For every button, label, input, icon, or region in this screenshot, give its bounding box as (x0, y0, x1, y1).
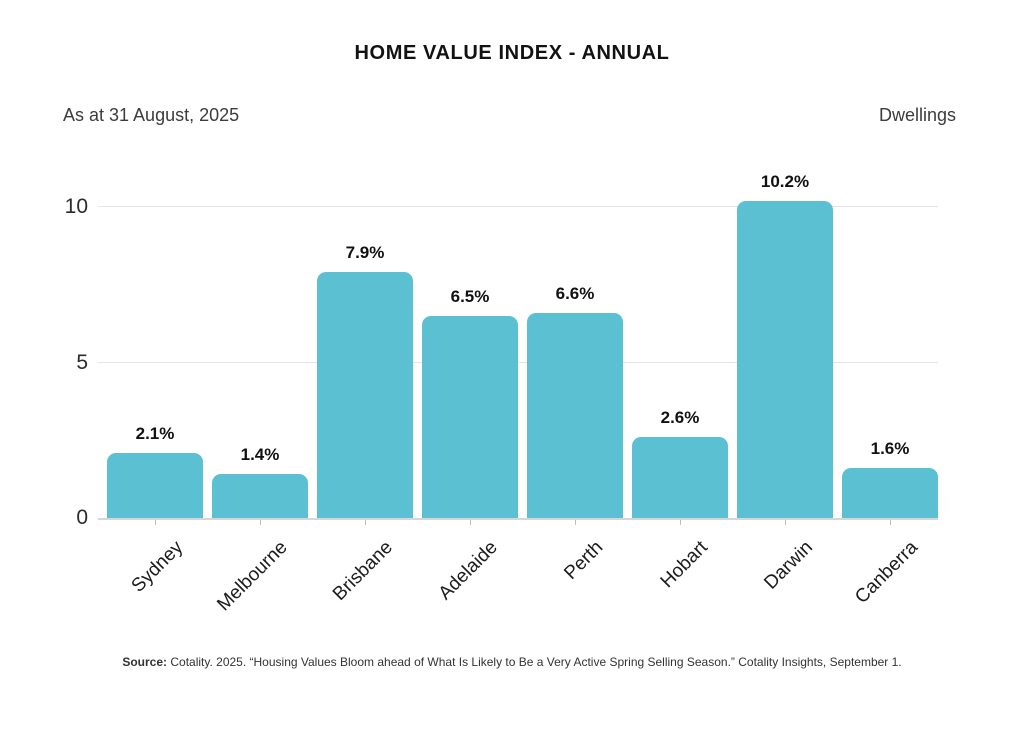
x-tick-label-perth: Perth (559, 537, 607, 584)
bar-brisbane (317, 272, 413, 518)
bar-adelaide (422, 315, 518, 518)
x-tick-label-adelaide: Adelaide (434, 537, 502, 605)
y-tick-label-0: 0 (76, 506, 88, 529)
x-tick-label-melbourne: Melbourne (213, 537, 292, 616)
x-tick-hobart (680, 520, 681, 525)
gridline-y-10 (98, 206, 938, 207)
bar-value-label-canberra: 1.6% (870, 439, 910, 459)
chart-title: HOME VALUE INDEX - ANNUAL (354, 42, 670, 64)
x-tick-label-darwin: Darwin (760, 537, 817, 594)
source-text: Cotality. 2025. “Housing Values Bloom ah… (167, 655, 902, 669)
bar-perth (527, 312, 623, 518)
bar-darwin (737, 200, 833, 518)
bar-hobart (632, 437, 728, 518)
bar-canberra (842, 468, 938, 518)
source-citation: Source: Cotality. 2025. “Housing Values … (0, 655, 1024, 669)
x-tick-brisbane (365, 520, 366, 525)
source-label: Source: (122, 655, 168, 669)
bar-sydney (107, 452, 203, 518)
x-tick-label-hobart: Hobart (656, 537, 712, 593)
x-tick-sydney (155, 520, 156, 525)
dwellings-series-label: Dwellings (878, 105, 956, 125)
bar-value-label-sydney: 2.1% (135, 423, 175, 443)
bar-melbourne (212, 474, 308, 518)
bar-value-label-adelaide: 6.5% (450, 286, 490, 306)
x-tick-label-sydney: Sydney (127, 537, 187, 597)
gridline-y-5 (98, 361, 938, 363)
bar-value-label-melbourne: 1.4% (240, 445, 280, 465)
x-axis-line (98, 518, 938, 520)
bar-value-label-brisbane: 7.9% (345, 243, 385, 263)
y-tick-label-5: 5 (76, 350, 88, 374)
bar-value-label-hobart: 2.6% (660, 408, 700, 428)
y-tick-label-10: 10 (64, 195, 88, 218)
x-tick-darwin (785, 520, 786, 525)
x-tick-canberra (890, 520, 891, 525)
bar-value-label-darwin: 10.2% (760, 171, 810, 191)
x-tick-label-brisbane: Brisbane (328, 537, 397, 605)
plot-area: 2.1% 1.4% 7.9% 6.5% 6.6% 2.6% 10.2% 1.6% Sydney… (98, 172, 938, 615)
bar-value-label-perth: 6.6% (555, 283, 595, 303)
x-tick-melbourne (260, 520, 261, 525)
as-at-date-label: As at 31 August, 2025 (63, 105, 240, 125)
x-tick-perth (575, 520, 576, 525)
x-tick-label-canberra: Canberra (850, 537, 922, 608)
x-tick-adelaide (470, 520, 471, 525)
